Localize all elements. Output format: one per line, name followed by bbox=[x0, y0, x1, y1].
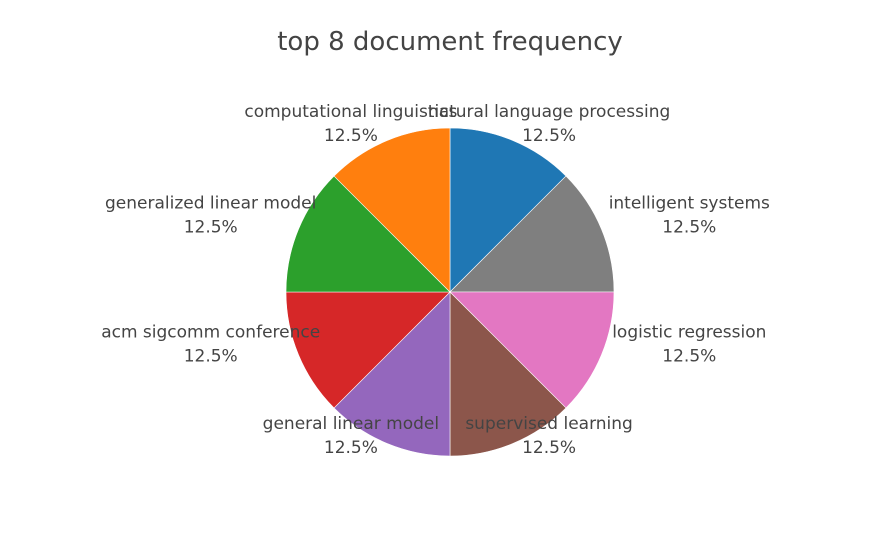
slice-label-name: supervised learning bbox=[465, 414, 633, 434]
pie-labels: natural language processing 12.5%intellig… bbox=[101, 102, 770, 458]
slice-label-acm-sigcomm-conference: acm sigcomm conference 12.5% bbox=[101, 323, 320, 367]
slice-label-name: natural language processing bbox=[428, 102, 670, 122]
slice-label-natural-language-processing: natural language processing 12.5% bbox=[428, 102, 670, 146]
slice-label-percent: 12.5% bbox=[184, 217, 238, 237]
pie-slice-logistic-regression bbox=[449, 291, 615, 409]
pie-slice-intelligent-systems bbox=[449, 175, 615, 293]
slice-label-percent: 12.5% bbox=[324, 438, 378, 458]
slice-label-name: general linear model bbox=[263, 414, 439, 434]
pie-slice-computational-linguistics bbox=[333, 127, 451, 293]
slice-label-percent: 12.5% bbox=[184, 347, 238, 367]
pie-slices bbox=[285, 127, 615, 457]
slice-label-name: generalized linear model bbox=[105, 193, 316, 213]
slice-label-computational-linguistics: computational linguistics 12.5% bbox=[244, 102, 457, 146]
slice-label-name: acm sigcomm conference bbox=[101, 323, 320, 343]
slice-label-name: intelligent systems bbox=[609, 193, 770, 213]
slice-label-percent: 12.5% bbox=[324, 126, 378, 146]
slice-label-percent: 12.5% bbox=[662, 347, 716, 367]
pie-slice-general-linear-model bbox=[333, 291, 451, 457]
pie-slice-acm-sigcomm-conference bbox=[285, 291, 451, 409]
pie-slice-supervised-learning bbox=[449, 291, 567, 457]
slice-label-percent: 12.5% bbox=[522, 438, 576, 458]
slice-label-logistic-regression: logistic regression 12.5% bbox=[612, 323, 766, 367]
slice-label-percent: 12.5% bbox=[522, 126, 576, 146]
slice-label-general-linear-model: general linear model 12.5% bbox=[263, 414, 439, 458]
pie-slice-natural-language-processing bbox=[449, 127, 567, 293]
slice-label-generalized-linear-model: generalized linear model 12.5% bbox=[105, 193, 316, 237]
slice-label-supervised-learning: supervised learning 12.5% bbox=[465, 414, 633, 458]
slice-label-name: computational linguistics bbox=[244, 102, 457, 122]
slice-label-name: logistic regression bbox=[612, 323, 766, 343]
slice-label-percent: 12.5% bbox=[662, 217, 716, 237]
chart-title: top 8 document frequency bbox=[277, 27, 623, 57]
pie-slice-generalized-linear-model bbox=[285, 175, 451, 293]
slice-label-intelligent-systems: intelligent systems 12.5% bbox=[609, 193, 770, 237]
